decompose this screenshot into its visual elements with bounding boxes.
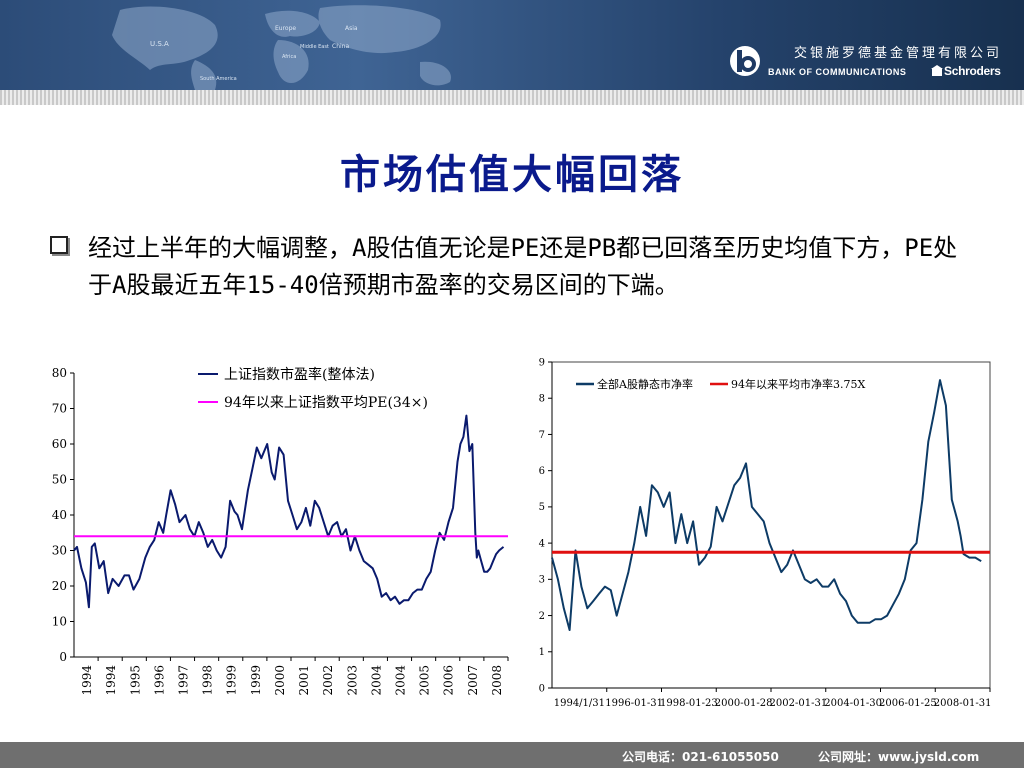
y-tick-label: 0 <box>539 683 545 694</box>
legend-label-pe-avg: 94年以来上证指数平均PE(34×) <box>224 395 428 411</box>
x-tick-label: 2000-01-28 <box>715 698 773 709</box>
y-tick-label: 0 <box>59 650 67 664</box>
map-label-europe: Europe <box>275 25 296 32</box>
x-tick-label: 1998-01-23 <box>660 698 718 709</box>
x-tick-label: 2002 <box>321 665 335 696</box>
series-line <box>73 414 505 609</box>
bankcomm-logo-icon <box>730 46 760 76</box>
footer-bar: 公司电话：021-61055050 公司网址：www.jysld.com <box>0 742 1024 768</box>
company-name-en: BANK OF COMMUNICATIONS <box>768 67 907 77</box>
x-tick-label: 1996 <box>152 665 166 696</box>
map-label-china: China <box>332 43 349 50</box>
map-label-africa: Africa <box>282 54 296 60</box>
y-tick-label: 6 <box>539 466 545 477</box>
x-tick-label: 2008-01-31 <box>934 698 992 709</box>
y-tick-label: 8 <box>539 394 545 405</box>
x-tick-label: 1994 <box>104 665 118 696</box>
y-tick-label: 1 <box>539 647 545 658</box>
x-tick-label: 2004 <box>369 665 383 696</box>
x-tick-label: 1996-01-31 <box>605 698 663 709</box>
y-tick-label: 80 <box>52 366 67 380</box>
x-tick-label: 1999 <box>225 665 239 696</box>
map-label-asia: Asia <box>345 25 358 32</box>
x-tick-label: 2006 <box>442 665 456 696</box>
x-tick-label: 2002-01-31 <box>770 698 828 709</box>
x-tick-label: 2003 <box>345 665 359 696</box>
y-tick-label: 40 <box>52 508 67 522</box>
schroders-emblem-icon <box>931 65 943 76</box>
partner-name: Schroders <box>944 64 1001 78</box>
header-divider-stripe <box>0 90 1024 105</box>
legend-label-pb-avg: 94年以来平均市净率3.75X <box>731 377 865 391</box>
company-name-cn: 交银施罗德基金管理有限公司 <box>793 46 1002 61</box>
x-tick-label: 2007 <box>466 665 480 696</box>
y-tick-label: 60 <box>52 437 67 451</box>
x-tick-label: 1995 <box>128 665 142 696</box>
x-tick-label: 1997 <box>177 665 191 696</box>
y-tick-label: 10 <box>52 615 67 629</box>
world-map-graphic: U.S.A Europe Asia Middle East China Afri… <box>112 5 451 90</box>
y-tick-label: 30 <box>52 544 67 558</box>
legend-label-pb: 全部A股静态市净率 <box>597 377 693 391</box>
pe-ratio-chart: 0 10 20 30 40 50 60 70 80 1994 1994 1995 1996 1997 199… <box>52 366 509 696</box>
x-tick-label: 2008 <box>490 665 504 696</box>
x-tick-label: 1999 <box>249 665 263 696</box>
y-tick-label: 20 <box>52 579 67 593</box>
y-tick-label: 7 <box>539 430 545 441</box>
bullet-text: 经过上半年的大幅调整，A股估值无论是PE还是PB都已回落至历史均值下方，PE处于… <box>88 234 958 299</box>
x-tick-label: 2001 <box>297 665 311 696</box>
footer-phone: 公司电话：021-61055050 <box>622 750 779 764</box>
y-tick-label: 2 <box>539 611 545 622</box>
footer-website[interactable]: 公司网址：www.jysld.com <box>818 750 980 764</box>
x-tick-label: 2004 <box>394 665 408 696</box>
y-tick-label: 3 <box>539 575 545 586</box>
map-label-middle-east: Middle East <box>300 44 329 50</box>
y-tick-label: 5 <box>539 502 545 513</box>
map-label-south-america: South America <box>200 76 237 82</box>
legend-label-pe: 上证指数市盈率(整体法) <box>224 366 375 383</box>
checkbox-bullet-icon <box>50 236 68 254</box>
x-tick-label: 2004-01-30 <box>824 698 882 709</box>
y-tick-label: 9 <box>539 357 545 368</box>
x-tick-label: 1994 <box>80 665 94 696</box>
map-label-usa: U.S.A <box>150 40 169 48</box>
slide-title: 市场估值大幅回落 <box>340 151 684 198</box>
x-tick-label: 2000 <box>273 665 287 696</box>
series-line <box>551 379 982 631</box>
y-tick-label: 70 <box>52 402 67 416</box>
plot-frame <box>551 361 991 689</box>
x-tick-label: 2005 <box>418 665 432 696</box>
header-banner: U.S.A Europe Asia Middle East China Afri… <box>0 0 1024 90</box>
x-tick-label: 2006-01-25 <box>879 698 937 709</box>
y-tick-label: 50 <box>52 473 67 487</box>
x-tick-label: 1994/1/31 <box>554 698 605 709</box>
y-tick-label: 4 <box>539 538 545 549</box>
x-tick-label: 1998 <box>201 665 215 696</box>
